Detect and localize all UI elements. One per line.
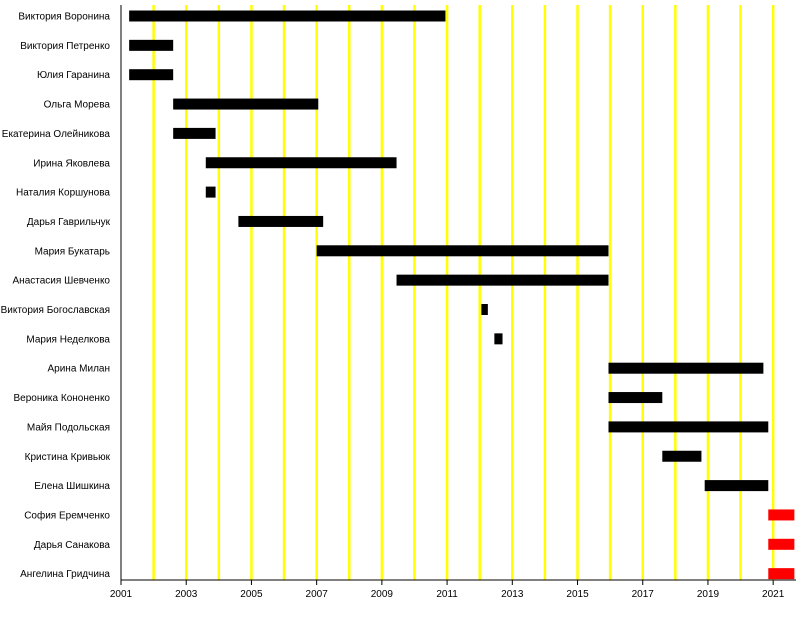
bar-current [768,538,795,550]
x-tick-label: 2013 [501,589,524,600]
bar-past [129,39,174,51]
member-name-label: Анастасия Шевченко [13,276,111,287]
member-name-label: Майя Подольская [27,422,110,433]
x-tick-label: 2021 [762,589,785,600]
bar-current [768,509,795,521]
bar-past [173,127,216,139]
member-name-label: Екатерина Олейникова [2,129,111,140]
member-name-label: София Еремченко [24,509,110,521]
bar-past [129,69,174,81]
member-name-label: Мария Букатарь [35,246,110,257]
bar-past [238,215,324,227]
member-name-label: Дарья Гаврильчук [27,217,111,228]
bar-past [205,186,216,198]
x-tick-label: 2003 [175,589,198,600]
bar-past [396,274,609,286]
gridlines [152,5,775,580]
member-name-label: Виктория Петренко [20,41,110,52]
x-tick-label: 2011 [436,589,458,600]
member-name-label: Кристина Кривьюк [25,452,111,463]
x-tick-label: 2001 [110,589,133,600]
member-name-label: Елена Шишкина [34,481,110,492]
member-name-label: Дарья Санакова [34,540,111,551]
member-name-label: Юлия Гаранина [37,70,110,81]
member-name-label: Ангелина Гридчина [20,569,110,580]
bar-past [704,480,769,492]
member-name-label: Ольга Морева [44,100,111,111]
bar-current [768,568,795,580]
x-tick-label: 2007 [306,589,329,600]
member-name-label: Вероника Кононенко [13,393,110,404]
bar-past [608,362,764,374]
x-tick-label: 2017 [632,589,655,600]
member-name-label: Ирина Яковлева [33,158,110,169]
bar-past [608,421,769,433]
member-name-label: Арина Милан [47,364,110,375]
member-name-label: Виктория Богославская [1,305,110,316]
x-tick-label: 2015 [566,589,589,600]
bar-past [205,157,397,169]
x-tick-label: 2005 [240,589,263,600]
bar-past [316,245,609,257]
x-tick-label: 2019 [697,589,720,600]
member-name-label: Мария Неделкова [26,334,110,345]
bar-past [494,333,503,345]
bar-past [662,450,702,462]
name-labels: Виктория Воронина Виктория Петренко Юлия Г… [1,12,111,581]
member-name-label: Виктория Воронина [18,12,110,23]
bar-past [608,392,663,404]
bars [129,10,795,580]
bar-past [481,304,488,315]
x-tick-label: 2009 [371,589,394,600]
x-axis-ticks: 2001 2003 2005 2007 2009 2011 2013 2015 2017 2019… [110,580,785,600]
bar-past [173,98,319,110]
member-name-label: Наталия Коршунова [16,188,110,199]
bar-past [129,10,446,22]
